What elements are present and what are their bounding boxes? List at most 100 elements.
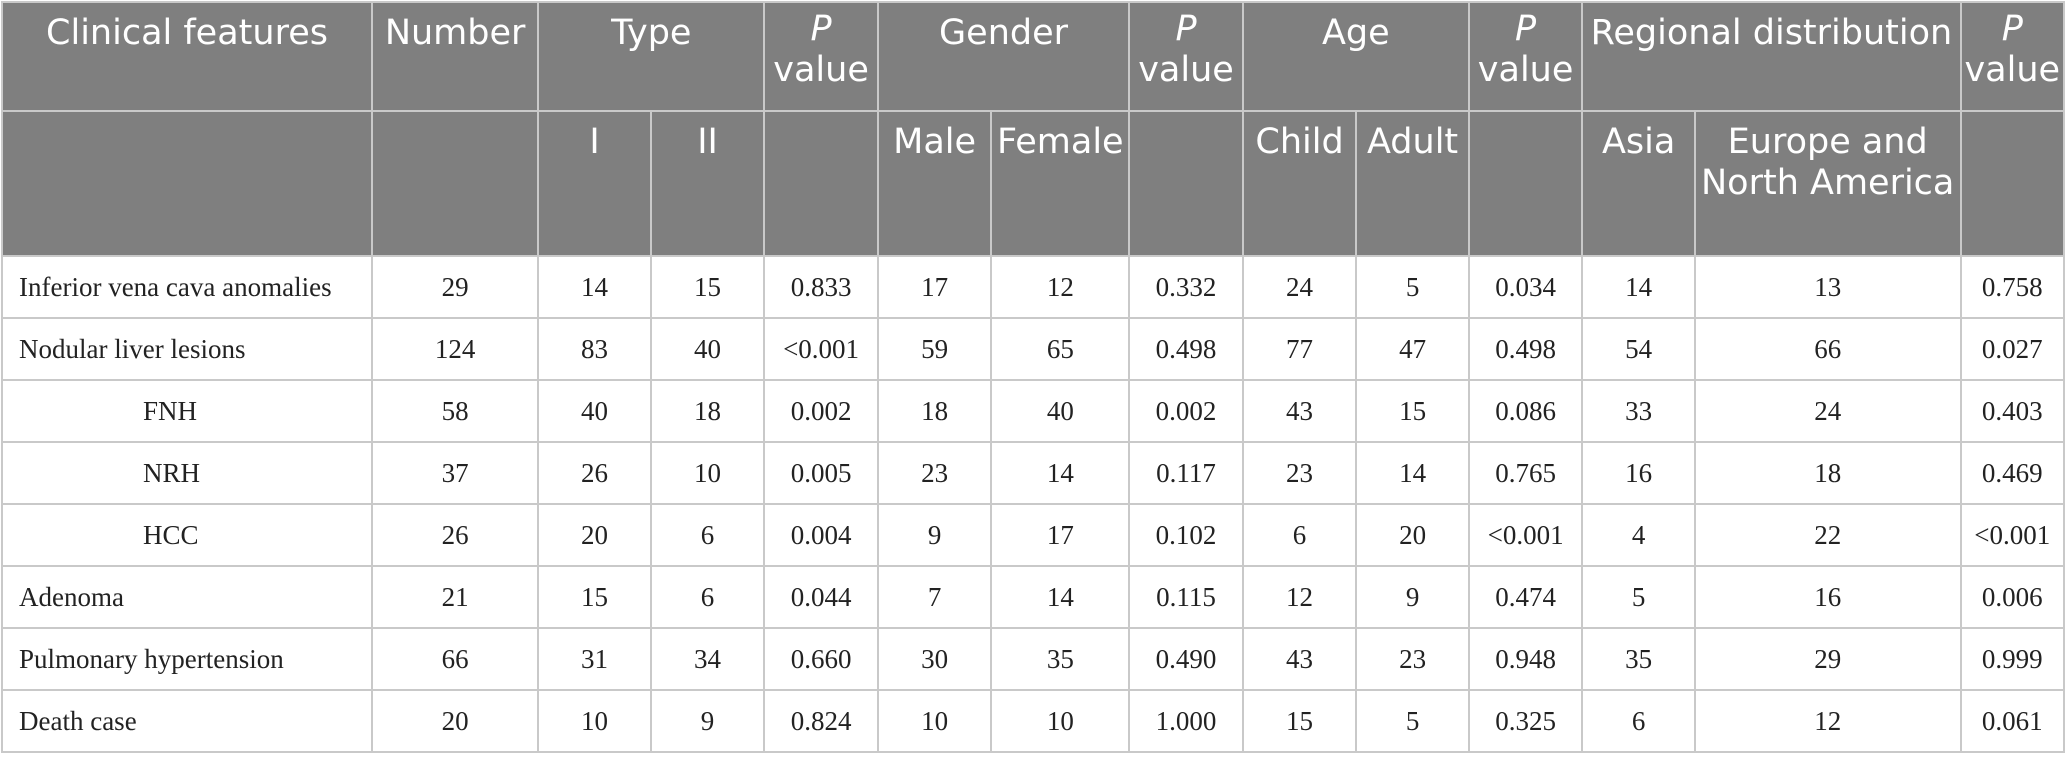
p-letter: P — [1515, 9, 1537, 49]
p-age-cell: 0.474 — [1467, 565, 1584, 629]
asia-cell: 5 — [1581, 565, 1696, 629]
number-cell: 29 — [370, 255, 540, 319]
p-letter: P — [1175, 9, 1197, 49]
child-cell: 24 — [1241, 255, 1358, 319]
type-ii-cell: 6 — [649, 503, 766, 567]
adult-cell: 20 — [1355, 503, 1470, 567]
type-ii-header: II — [649, 110, 766, 257]
p-type-cell: 0.660 — [763, 627, 879, 691]
europe-cell: 29 — [1693, 627, 1962, 691]
p-age-cell: 0.325 — [1467, 689, 1584, 753]
type-i-cell: 20 — [537, 503, 652, 567]
europe-cell: 18 — [1693, 441, 1962, 505]
p-region-cell: 0.403 — [1959, 379, 2065, 443]
p-region-cell: 0.061 — [1959, 689, 2065, 753]
number-cell: 66 — [370, 627, 540, 691]
female-cell: 14 — [990, 565, 1131, 629]
p-gender-cell: 0.115 — [1128, 565, 1244, 629]
table-row: HCC 26 20 6 0.004 9 17 0.102 6 20 <0.001… — [1, 503, 2065, 567]
female-cell: 12 — [990, 255, 1131, 319]
p-gender-cell: 0.102 — [1128, 503, 1244, 567]
p-type-cell: 0.004 — [763, 503, 879, 567]
adult-cell: 47 — [1355, 317, 1470, 381]
male-cell: 17 — [876, 255, 993, 319]
table-row: Pulmonary hypertension 66 31 34 0.660 30… — [1, 627, 2065, 691]
feature-cell: Pulmonary hypertension — [1, 627, 373, 691]
feature-cell: Adenoma — [1, 565, 373, 629]
feature-cell: Death case — [1, 689, 373, 753]
table-body: Inferior vena cava anomalies 29 14 15 0.… — [1, 255, 2065, 753]
empty-header-cell — [763, 110, 879, 257]
asia-cell: 54 — [1581, 317, 1696, 381]
female-cell: 35 — [990, 627, 1131, 691]
number-cell: 124 — [370, 317, 540, 381]
europe-cell: 16 — [1693, 565, 1962, 629]
number-cell: 58 — [370, 379, 540, 443]
adult-cell: 5 — [1355, 689, 1470, 753]
female-header: Female — [990, 110, 1131, 257]
number-header: Number — [370, 1, 540, 112]
male-cell: 18 — [876, 379, 993, 443]
feature-cell: HCC — [1, 503, 373, 567]
female-cell: 17 — [990, 503, 1131, 567]
type-ii-cell: 15 — [649, 255, 766, 319]
p-gender-cell: 0.498 — [1128, 317, 1244, 381]
p-type-cell: 0.824 — [763, 689, 879, 753]
p-age-cell: 0.765 — [1467, 441, 1584, 505]
adult-cell: 23 — [1355, 627, 1470, 691]
p-age-cell: <0.001 — [1467, 503, 1584, 567]
empty-header-cell — [1, 110, 373, 257]
number-cell: 26 — [370, 503, 540, 567]
value-word: value — [773, 50, 869, 90]
age-header: Age — [1241, 1, 1470, 112]
feature-cell: Inferior vena cava anomalies — [1, 255, 373, 319]
male-cell: 23 — [876, 441, 993, 505]
p-region-cell: 0.027 — [1959, 317, 2065, 381]
table-row: FNH 58 40 18 0.002 18 40 0.002 43 15 0.0… — [1, 379, 2065, 443]
adult-cell: 9 — [1355, 565, 1470, 629]
male-header: Male — [876, 110, 993, 257]
p-gender-cell: 1.000 — [1128, 689, 1244, 753]
gender-header: Gender — [876, 1, 1131, 112]
p-age-cell: 0.034 — [1467, 255, 1584, 319]
child-cell: 12 — [1241, 565, 1358, 629]
female-cell: 40 — [990, 379, 1131, 443]
p-region-cell: 0.758 — [1959, 255, 2065, 319]
number-cell: 20 — [370, 689, 540, 753]
p-type-cell: 0.044 — [763, 565, 879, 629]
female-cell: 14 — [990, 441, 1131, 505]
number-cell: 37 — [370, 441, 540, 505]
value-word: value — [1138, 50, 1234, 90]
male-cell: 7 — [876, 565, 993, 629]
feature-cell: FNH — [1, 379, 373, 443]
clinical-features-header: Clinical features — [1, 1, 373, 112]
type-i-cell: 10 — [537, 689, 652, 753]
p-gender-cell: 0.332 — [1128, 255, 1244, 319]
male-cell: 10 — [876, 689, 993, 753]
type-i-cell: 31 — [537, 627, 652, 691]
p-type-cell: 0.833 — [763, 255, 879, 319]
type-ii-cell: 34 — [649, 627, 766, 691]
type-i-cell: 15 — [537, 565, 652, 629]
p-region-cell: <0.001 — [1959, 503, 2065, 567]
feature-cell: NRH — [1, 441, 373, 505]
asia-cell: 33 — [1581, 379, 1696, 443]
child-cell: 43 — [1241, 379, 1358, 443]
p-type-cell: <0.001 — [763, 317, 879, 381]
child-cell: 77 — [1241, 317, 1358, 381]
empty-header-cell — [1959, 110, 2065, 257]
table-row: Inferior vena cava anomalies 29 14 15 0.… — [1, 255, 2065, 319]
asia-cell: 6 — [1581, 689, 1696, 753]
asia-header: Asia — [1581, 110, 1696, 257]
number-cell: 21 — [370, 565, 540, 629]
type-ii-cell: 9 — [649, 689, 766, 753]
header-row-2: I II Male Female Child Adult Asia Europe… — [1, 110, 2065, 257]
adult-cell: 15 — [1355, 379, 1470, 443]
child-header: Child — [1241, 110, 1358, 257]
